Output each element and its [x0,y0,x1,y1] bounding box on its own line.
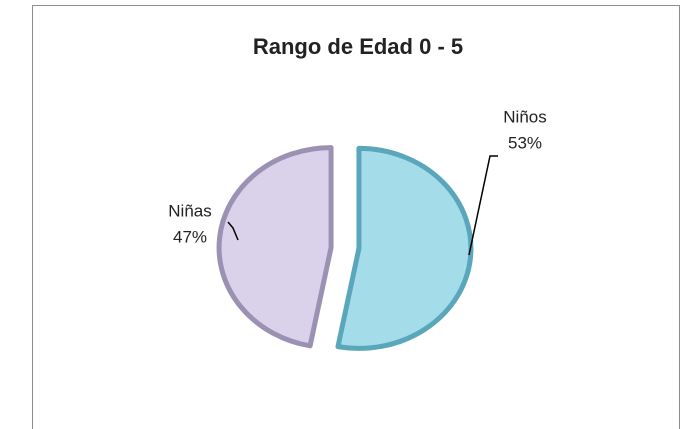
slice-label: Niños [503,107,546,126]
slice-label: Niñas [168,201,211,220]
chart-title: Rango de Edad 0 - 5 [253,34,463,59]
pie-slice [216,145,334,349]
chart-frame [32,5,680,429]
slice-value-label: 47% [173,227,207,246]
leader-line [468,155,498,256]
leader-line [227,221,239,241]
pie-slice [335,145,474,351]
slice-value-label: 53% [508,133,542,152]
